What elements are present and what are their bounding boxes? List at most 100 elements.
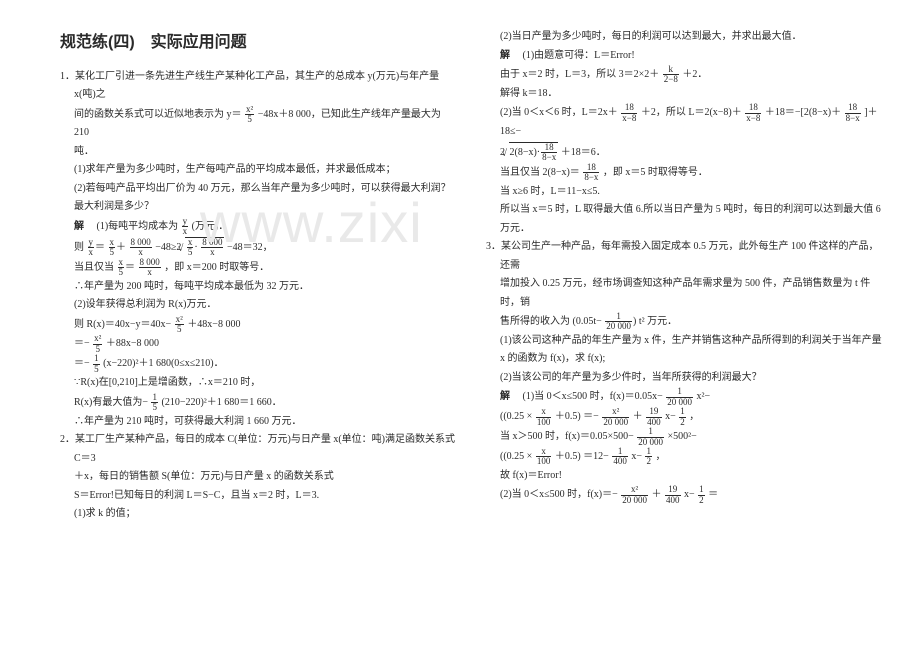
q3-l1tail: x− bbox=[665, 411, 676, 422]
answer-label-1: 解 bbox=[74, 221, 84, 232]
question-1: 1．某化工厂引进一条先进生产线生产某种化工产品，其生产的总成本 y(万元)与年产… bbox=[60, 68, 458, 432]
q1-l3f1: x5 bbox=[117, 258, 126, 278]
q2-p2: (2)当日产量为多少吨时，每日的利润可以达到最大，并求出最大值． bbox=[486, 28, 884, 47]
q3-l1pf: x100 bbox=[535, 407, 553, 427]
q2-a5tail: ＋18＝6． bbox=[561, 147, 606, 158]
q1-a1: (1)每吨平均成本为 bbox=[97, 221, 181, 232]
q1-a1-tail: (万元)． bbox=[192, 221, 229, 232]
q1-l7f: x²5 bbox=[92, 334, 103, 354]
q3-l1paren2: ＋0.5) ＝− bbox=[555, 411, 599, 422]
q2-a4f3: 188−x bbox=[844, 103, 862, 123]
q3-l2f2: 1400 bbox=[611, 447, 629, 467]
q3-l1f2: x²20 000 bbox=[601, 407, 630, 427]
q2-a4a: (2)当 0＜x＜6 时，L＝2x＋ bbox=[500, 108, 618, 119]
q3-l1end: ， bbox=[689, 411, 699, 422]
q1-l2f3: 8 000x bbox=[129, 238, 153, 258]
q3-stem-2: 增加投入 0.25 万元，经市场调查知这种产品年需求量为 500 件，产品销售数… bbox=[486, 275, 884, 312]
q1-l4: ∴年产量为 200 吨时，每吨平均成本最低为 32 万元． bbox=[60, 278, 458, 297]
q3-stem-1: 某公司生产一种产品，每年需投入固定成本 0.5 万元，此外每生产 100 件这样… bbox=[500, 241, 879, 271]
question-2-number: 2． bbox=[60, 434, 75, 445]
q1-l3f2: 8 000x bbox=[138, 258, 162, 278]
q3-l1f3: 19400 bbox=[645, 407, 663, 427]
q2-a8: 所以当 x＝5 时，L 取得最大值 6.所以当日产量为 5 吨时，每日的利润可以… bbox=[486, 201, 884, 238]
q2-a4c: ＋18＝−[2(8−x)＋ bbox=[765, 108, 841, 119]
q3-l1f: 120 000 bbox=[665, 387, 694, 407]
q3-l4c: x− bbox=[684, 490, 695, 501]
q2-stem-3: S＝Error!已知每日的利润 L＝S−C，且当 x＝2 时，L＝3. bbox=[60, 487, 458, 506]
q2-a4b: ＋2，所以 L＝2(x−8)＋ bbox=[641, 108, 742, 119]
q3-l4f3: 12 bbox=[697, 485, 706, 505]
q3-l1paren: (0.25 × bbox=[503, 411, 534, 422]
question-3: 3．某公司生产一种产品，每年需投入固定成本 0.5 万元，此外每生产 100 件… bbox=[486, 238, 884, 505]
q1-l7b: ＋88x−8 000 bbox=[106, 339, 159, 350]
q1-l8f: 15 bbox=[92, 354, 101, 374]
q3-stem-3b: t² 万元． bbox=[639, 316, 677, 327]
q1-l2c: −48＝32， bbox=[227, 242, 273, 253]
q3-l2f: 120 000 bbox=[636, 427, 665, 447]
q1-l2f1: yx bbox=[87, 238, 96, 258]
q1-sqrt: x5· 8 000x bbox=[185, 237, 225, 258]
q3-l1mid: ＋ bbox=[633, 411, 643, 422]
q2-stem-1: 某工厂生产某种产品，每日的成本 C(单位：万元)与日产量 x(单位：吨)满足函数… bbox=[74, 434, 455, 464]
q3-l3: 故 f(x)＝Error! bbox=[486, 467, 884, 486]
q3-l4f2: 19400 bbox=[664, 485, 682, 505]
q3-l2f3: 12 bbox=[644, 447, 653, 467]
q1-stem-2: 间的函数关系式可以近似地表示为 y＝ bbox=[74, 109, 242, 120]
q3-stem-3f: 120 000 bbox=[604, 312, 633, 332]
answer-label-2: 解 bbox=[500, 50, 510, 61]
q2-a5-sqrt: 2(8−x)·188−x bbox=[509, 142, 559, 163]
q3-l2a: 当 x＞500 时，f(x)＝0.05×500− bbox=[500, 431, 634, 442]
q2-a1: (1)由题意可得：L＝Error! bbox=[523, 50, 635, 61]
q1-l3b: ，即 x＝200 时取等号． bbox=[164, 262, 269, 273]
q3-stem-3pre: 0.05t− bbox=[576, 316, 602, 327]
q1-l6f: x²5 bbox=[174, 315, 185, 335]
q1-l2a: 则 bbox=[74, 242, 87, 253]
page: 规范练(四) 实际应用问题 1．某化工厂引进一条先进生产线生产某种化工产品，其生… bbox=[0, 0, 920, 651]
q1-l8b: (x−220)²＋1 680(0≤x≤210)． bbox=[103, 359, 223, 370]
answer-label-3: 解 bbox=[500, 392, 510, 403]
q2-a2f: k2−8 bbox=[662, 65, 680, 85]
q3-p1: (1)该公司这种产品的年生产量为 x 件，生产并销售这种产品所得到的利润关于当年… bbox=[486, 332, 884, 369]
q3-l2end: ， bbox=[655, 451, 665, 462]
question-3-number: 3． bbox=[486, 241, 501, 252]
q1-l6a: 则 R(x)＝40x−y＝40x− bbox=[74, 319, 171, 330]
q1-l5: (2)设年获得总利润为 R(x)万元． bbox=[60, 296, 458, 315]
q1-l7a: ＝− bbox=[74, 339, 90, 350]
q1-l10a: R(x)有最大值为− bbox=[74, 397, 148, 408]
q1-part2: (2)若每吨产品平均出厂价为 40 万元，那么当年产量为多少吨时，可以获得最大利… bbox=[60, 180, 458, 217]
q1-part1: (1)求年产量为多少吨时，生产每吨产品的平均成本最低，并求最低成本； bbox=[60, 161, 458, 180]
q2-a4f2: 18x−8 bbox=[744, 103, 762, 123]
q1-stem-1: 某化工厂引进一条先进生产线生产某种化工产品，其生产的总成本 y(万元)与年产量 … bbox=[74, 71, 439, 101]
q1-l11: ∴年产量为 210 吨时，可获得最大利润 1 660 万元． bbox=[60, 413, 458, 432]
q3-l4end: ＝ bbox=[708, 490, 718, 501]
q2-a2a: 由于 x＝2 时，L＝3，所以 3＝2×2＋ bbox=[500, 69, 659, 80]
q1-a1-frac: yx bbox=[181, 217, 190, 237]
q3-l1f4: 12 bbox=[678, 407, 687, 427]
q2-a6f: 188−x bbox=[582, 163, 600, 183]
q3-l2b: ×500²− bbox=[668, 431, 697, 442]
q3-l1b: x²− bbox=[697, 392, 711, 403]
q1-frac-1: x²5 bbox=[244, 105, 255, 125]
q1-l10f: 15 bbox=[150, 393, 159, 413]
q1-l9: ∵R(x)在[0,210]上是增函数，∴x＝210 时， bbox=[60, 374, 458, 393]
q2-a6a: 当且仅当 2(8−x)＝ bbox=[500, 167, 580, 178]
q1-l10b: (210−220)²＋1 680＝1 660． bbox=[161, 397, 281, 408]
q2-a3: 解得 k＝18． bbox=[486, 85, 884, 104]
q2-stem-2: ＋x，每日的销售额 S(单位：万元)与日产量 x 的函数关系式 bbox=[60, 468, 458, 487]
q1-l2f2: x5 bbox=[108, 238, 117, 258]
q3-l2paren2: ＋0.5) ＝12− bbox=[555, 451, 609, 462]
question-1-number: 1． bbox=[60, 71, 75, 82]
q1-stem-4: 吨． bbox=[60, 143, 458, 162]
q2-a2b: ＋2． bbox=[682, 69, 707, 80]
q3-l2pf: x100 bbox=[535, 447, 553, 467]
q2-p1: (1)求 k 的值； bbox=[60, 505, 458, 524]
q2-a7: 当 x≥6 时，L＝11−x≤5. bbox=[486, 183, 884, 202]
q3-stem-3a: 售所得的收入为 bbox=[500, 316, 570, 327]
q3-l1a: (1)当 0＜x≤500 时，f(x)＝0.05x− bbox=[523, 392, 663, 403]
q3-l4a: (2)当 0＜x≤500 时，f(x)＝− bbox=[500, 490, 618, 501]
q3-l2tail: x− bbox=[631, 451, 642, 462]
q1-l3a: 当且仅当 bbox=[74, 262, 117, 273]
q3-l4f1: x²20 000 bbox=[620, 485, 649, 505]
q2-a6b: ，即 x＝5 时取得等号． bbox=[603, 167, 708, 178]
q3-l4b: ＋ bbox=[652, 490, 662, 501]
